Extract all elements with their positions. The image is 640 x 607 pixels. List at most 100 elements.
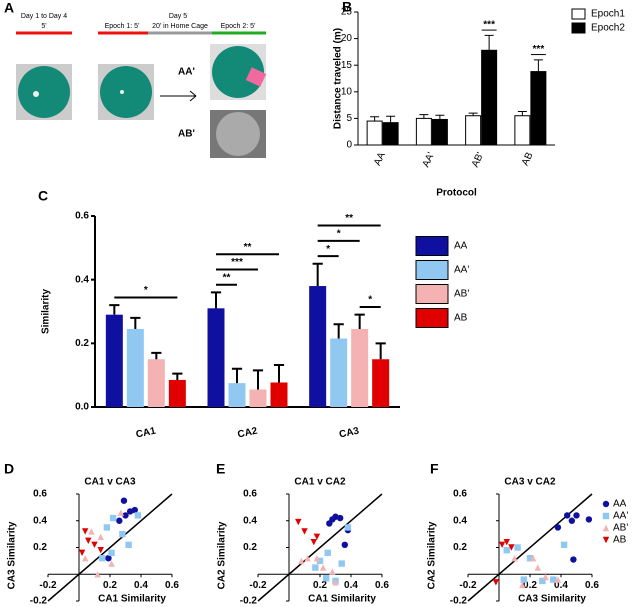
x-tick-label: CA1 xyxy=(135,426,157,441)
bar xyxy=(351,329,369,407)
x-tick-label: 0.6 xyxy=(165,580,179,591)
y-tick-label: 0.6 xyxy=(75,211,89,222)
legend-label: AA' xyxy=(454,265,469,276)
point xyxy=(332,579,339,586)
day-label: Day 1 to Day 4 xyxy=(21,13,67,20)
point xyxy=(116,517,123,524)
legend-label: Epoch1 xyxy=(591,9,625,20)
panel-label: F xyxy=(430,461,439,477)
legend-label: AB' xyxy=(454,289,469,300)
error-bar xyxy=(533,59,543,72)
legend-label: AA' xyxy=(613,511,628,522)
legend-label: AA xyxy=(454,241,468,252)
bar xyxy=(431,118,448,146)
home-cage-label: 20' in Home Cage xyxy=(152,23,208,30)
bar-chart: B 0 5 10 15 20 25 AA AA' AB' AB Protocol Distance tr… xyxy=(333,0,626,199)
x-tick-label: AA' xyxy=(421,151,437,170)
chart-title: CA1 v CA2 xyxy=(294,477,346,488)
significance-label: ** xyxy=(345,213,353,224)
error-bar xyxy=(172,372,183,380)
x-tick-label: AB' xyxy=(470,151,486,170)
x-tick-label: CA2 xyxy=(237,426,259,441)
y-tick-label: 0.2 xyxy=(75,338,89,349)
y-tick-label: 10 xyxy=(341,86,353,97)
point xyxy=(514,544,521,551)
y-tick-label: 0.2 xyxy=(453,542,467,553)
point xyxy=(329,568,336,575)
y-tick-label: 0.0 xyxy=(75,402,89,413)
point xyxy=(97,546,104,554)
point xyxy=(131,506,138,514)
error-bar xyxy=(435,114,445,120)
point xyxy=(298,557,305,565)
point xyxy=(326,520,333,527)
point xyxy=(534,564,541,571)
bar xyxy=(372,359,390,407)
legend-marker xyxy=(602,500,610,508)
bar xyxy=(270,382,288,407)
x-tick-label: AA xyxy=(372,150,388,167)
condition-label: AB' xyxy=(178,129,195,140)
point xyxy=(301,528,308,535)
point xyxy=(82,555,89,562)
legend-label: AB' xyxy=(613,523,628,534)
x-axis-label: CA1 Similarity xyxy=(308,594,376,605)
bar xyxy=(309,286,327,407)
point xyxy=(554,524,562,531)
arena xyxy=(212,46,264,98)
identity-line xyxy=(47,493,173,602)
duration-label: 5' xyxy=(41,23,46,30)
epoch-label: Epoch 2: 5' xyxy=(221,23,256,30)
condition-label: AA' xyxy=(178,67,195,78)
x-tick-label: -0.2 xyxy=(459,580,477,591)
legend-swatch xyxy=(415,260,449,280)
point xyxy=(344,524,352,531)
y-tick-label: 0.4 xyxy=(33,515,47,526)
error-bar xyxy=(312,262,323,287)
significance-label: * xyxy=(368,295,372,306)
point xyxy=(312,564,319,571)
significance-label: ** xyxy=(223,272,231,283)
significance-label: * xyxy=(144,285,148,296)
legend-swatch xyxy=(415,236,449,256)
point xyxy=(119,530,126,538)
bar xyxy=(105,314,123,407)
error-bar xyxy=(354,313,365,330)
panel-a: A Day 1 to Day 4 5' Day 5 Epoch 1: 5' 20… xyxy=(4,0,267,158)
significance-label: *** xyxy=(231,257,243,268)
legend-swatch xyxy=(571,22,586,34)
x-tick-label: CA3 xyxy=(338,426,360,441)
chart-title: CA3 v CA2 xyxy=(504,477,556,488)
bar xyxy=(147,359,165,407)
x-tick-label: 0.4 xyxy=(134,580,148,591)
point xyxy=(503,538,510,546)
scatter-chart: D CA1 v CA3 -0.2 0.2 0.4 0.6 -0.2 0.2 0.4 0.6 CA1 … xyxy=(4,461,179,607)
legend-marker xyxy=(602,536,610,544)
point xyxy=(103,524,111,531)
arena xyxy=(216,112,260,156)
x-tick-label: 0.6 xyxy=(585,580,599,591)
point xyxy=(560,541,568,549)
point xyxy=(323,575,330,582)
point xyxy=(526,555,534,562)
point xyxy=(78,549,86,557)
bar xyxy=(207,308,225,407)
point xyxy=(316,557,324,565)
point xyxy=(85,537,92,545)
bar xyxy=(465,115,482,146)
y-tick-label: 0.6 xyxy=(33,489,47,500)
point xyxy=(324,549,331,557)
point xyxy=(503,546,510,554)
scatter-chart: E CA1 v CA2 -0.2 0.2 0.4 0.6 -0.2 0.2 0.4 0.6 CA1 … xyxy=(216,461,389,607)
y-tick-label: 0.4 xyxy=(243,515,257,526)
y-tick-label: 0 xyxy=(346,140,352,151)
epoch-label: Epoch 1: 5' xyxy=(105,23,140,30)
point xyxy=(564,512,571,519)
arena xyxy=(18,66,70,118)
point xyxy=(554,576,562,583)
y-tick-label: -0.2 xyxy=(30,596,48,607)
point xyxy=(498,541,506,549)
point xyxy=(120,497,128,504)
